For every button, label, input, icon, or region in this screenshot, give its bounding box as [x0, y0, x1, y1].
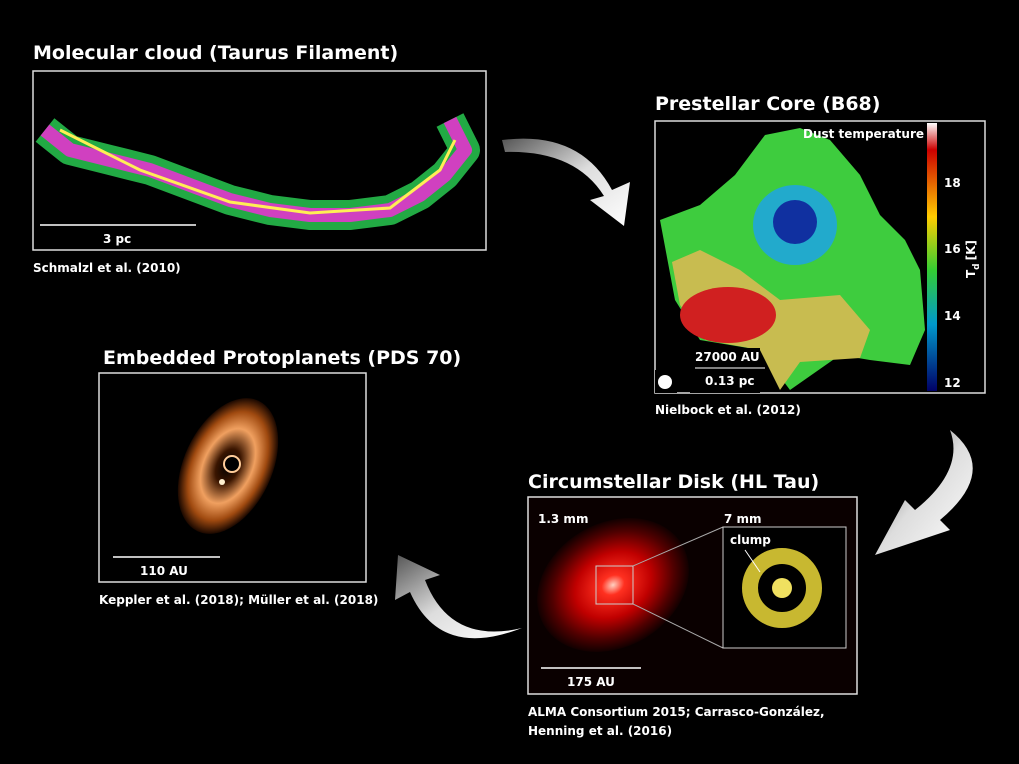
protoplanet-image [219, 479, 225, 485]
arrow [502, 138, 630, 226]
scale-label: 110 AU [140, 564, 188, 578]
map-label: Dust temperature [803, 127, 924, 141]
arrow [875, 430, 973, 555]
disk-image [537, 518, 689, 652]
scale-label: 3 pc [103, 232, 131, 246]
colorbar-label: Td [K] [964, 240, 982, 278]
filament-image [59, 128, 457, 215]
colorbar [927, 123, 937, 391]
scale-label: 0.13 pc [705, 374, 755, 388]
colorbar-symbol: T [964, 269, 978, 278]
panel-title: Molecular cloud (Taurus Filament) [33, 42, 398, 64]
core-image [680, 287, 776, 343]
filament-image [40, 116, 472, 222]
panel-title: Circumstellar Disk (HL Tau) [528, 471, 819, 493]
colorbar-tick: 12 [944, 376, 961, 390]
protoplanet-image [223, 455, 241, 473]
panel-title: Prestellar Core (B68) [655, 93, 880, 115]
credit: Nielbock et al. (2012) [655, 403, 801, 417]
beam [658, 375, 672, 389]
colorbar-subscript: d [972, 263, 982, 269]
credit: Schmalzl et al. (2010) [33, 261, 181, 275]
wavelength-label: 7 mm [724, 512, 762, 526]
colorbar-tick: 14 [944, 309, 961, 323]
colorbar-tick: 16 [944, 242, 961, 256]
credit: Henning et al. (2016) [528, 724, 672, 738]
arrow [395, 555, 522, 639]
zoom-line [632, 603, 724, 649]
scale-box [690, 348, 760, 393]
pointer-line [744, 549, 761, 573]
credit: ALMA Consortium 2015; Carrasco-González, [528, 705, 825, 719]
inset-image [742, 548, 822, 628]
inset-image [772, 578, 792, 598]
credit: Keppler et al. (2018); Müller et al. (20… [99, 593, 378, 607]
core-image [773, 200, 817, 244]
scale-label: 27000 AU [695, 350, 760, 364]
colorbar-tick: 18 [944, 176, 961, 190]
panel-title: Embedded Protoplanets (PDS 70) [103, 347, 461, 369]
inset-label: clump [730, 533, 771, 547]
scale-label: 175 AU [567, 675, 615, 689]
wavelength-label: 1.3 mm [538, 512, 588, 526]
zoom-box [595, 565, 634, 605]
zoom-line [632, 526, 724, 567]
colorbar-unit: [K] [964, 240, 978, 260]
